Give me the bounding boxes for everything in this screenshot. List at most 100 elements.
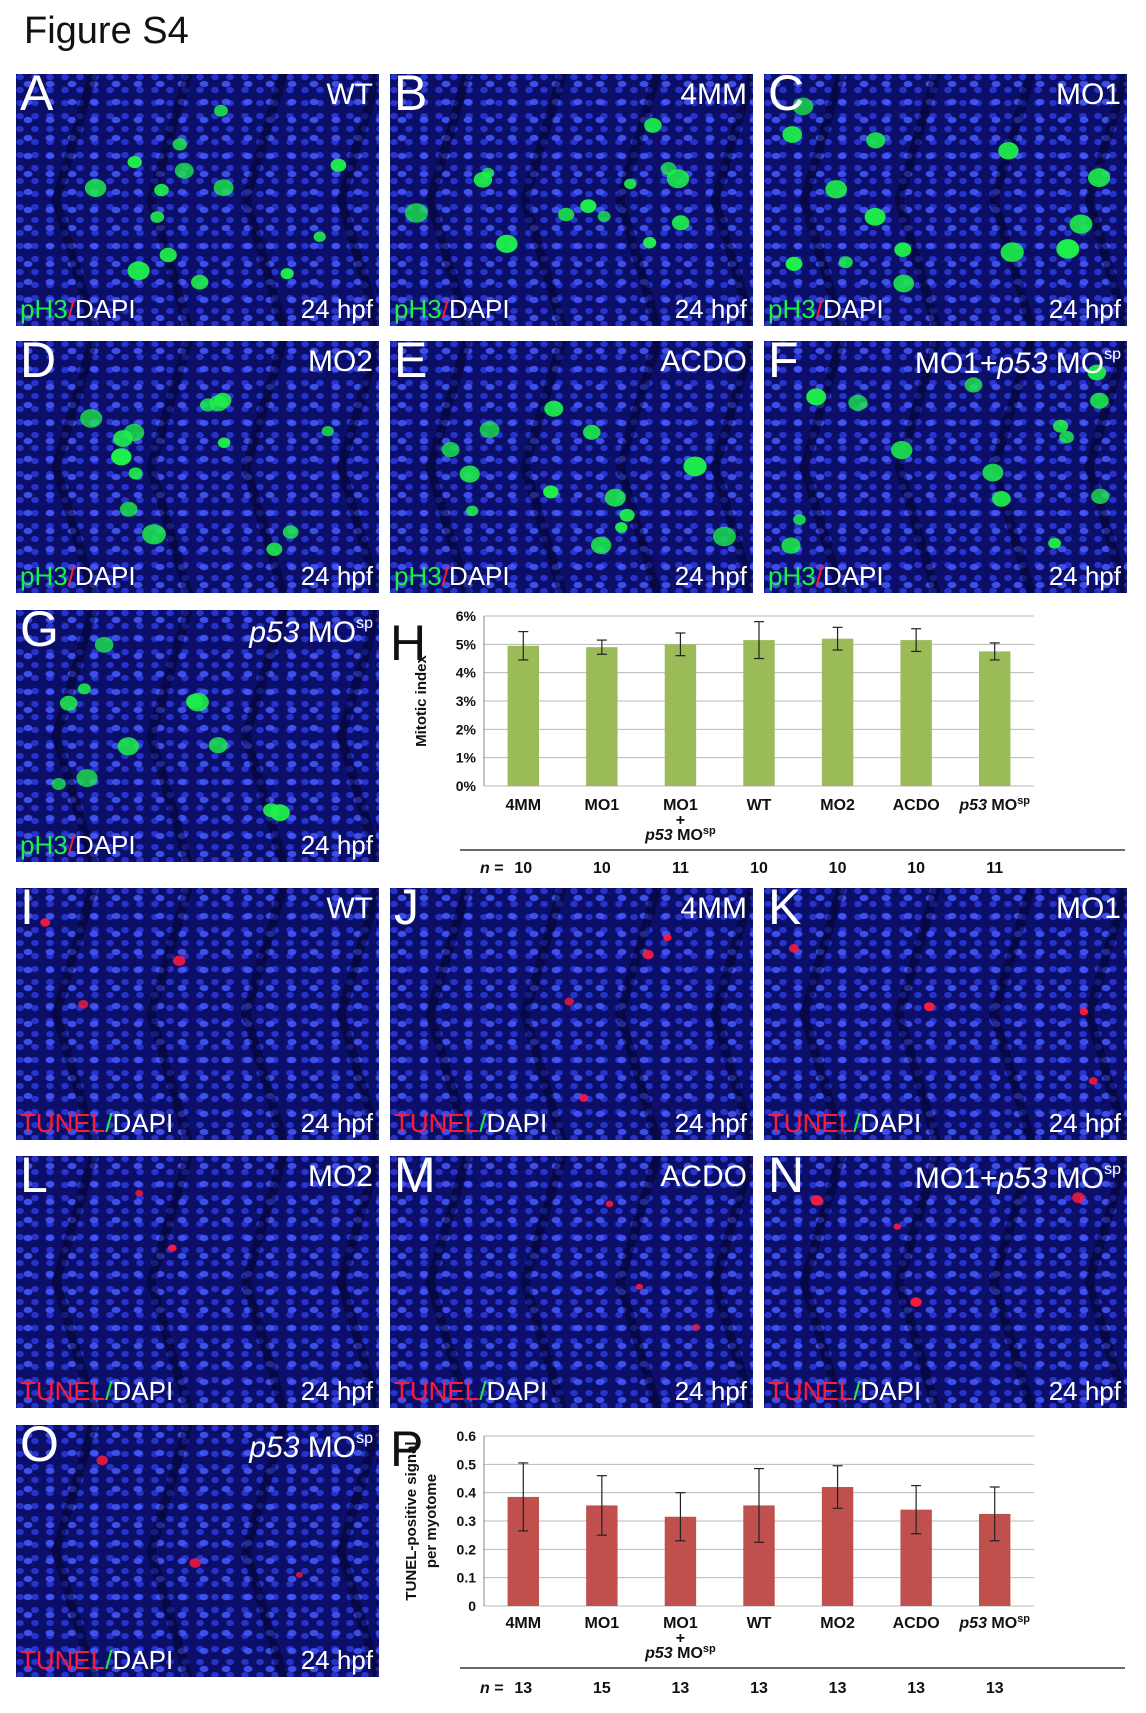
myotome-boundary [1084,1156,1127,1408]
stain-dapi-name: DAPI [112,1376,174,1406]
stain-label: TUNEL/DAPI [20,1378,173,1404]
myotome-boundary [241,888,288,1140]
myotome-boundary [336,610,379,862]
stain-dapi-name: DAPI [74,294,136,324]
myotome-boundary [146,74,193,326]
stain-separator: / [67,294,75,324]
ph3-positive-nucleus [891,441,913,460]
myotome-boundary [520,1156,567,1408]
ph3-positive-nucleus [51,778,66,790]
tunel-positive-nucleus [692,1324,701,1331]
ph3-positive-nucleus [825,180,847,199]
condition-label: ACDO [660,345,747,378]
ph3-positive-nucleus [1048,537,1061,549]
y-tick-label: 3% [456,693,477,709]
tunel-positive-nucleus [810,1195,823,1206]
panel-letter: O [20,1425,59,1472]
micrograph-image [799,1156,1127,1408]
ph3-positive-nucleus [782,126,802,143]
stain-label: TUNEL/DAPI [20,1647,173,1673]
ph3-positive-nucleus [479,421,500,439]
stain-dapi-name: DAPI [74,561,136,591]
myotome-boundary [894,341,941,593]
n-value: 10 [907,860,925,877]
stain-marker-name: pH3 [394,294,442,324]
myotome-boundary [336,1156,379,1408]
condition-label: 4MM [680,78,747,111]
bar [586,647,618,786]
tunel-positive-nucleus [96,1455,108,1466]
ph3-positive-nucleus [1090,392,1109,409]
ph3-positive-nucleus [84,178,107,198]
stain-label: pH3/DAPI [768,296,884,322]
ph3-positive-nucleus [671,215,690,231]
timepoint-label: 24 hpf [1048,1108,1121,1138]
n-value: 11 [986,860,1003,877]
myotome-boundary [1084,74,1127,326]
micrograph-image [51,1156,379,1408]
timepoint-label: 24 hpf [300,1108,373,1138]
stain-label: pH3/DAPI [394,563,510,589]
chart-h-mitotic-index: H 0% 1% 2% 3% 4% 5% 6% Mitotic index 4MM 10 MO1 10 M… [380,606,1130,878]
condition-label: MO2 [307,1160,373,1193]
micrograph-image [51,341,379,593]
y-tick-label: 0.4 [457,1485,477,1501]
micrograph-panel-k: K MO1 TUNEL/DAPI 24 hpf [764,888,1127,1140]
myotome-boundary [615,1156,662,1408]
stain-dapi-name: DAPI [486,1376,548,1406]
timepoint-label: 24 hpf [674,1376,747,1406]
ph3-positive-nucleus [282,525,299,539]
tunel-positive-nucleus [893,1223,902,1230]
ph3-positive-nucleus [543,485,559,499]
stain-separator: / [67,561,75,591]
ph3-positive-nucleus [150,211,165,223]
stain-marker-name: TUNEL [394,1108,480,1138]
stain-label: pH3/DAPI [20,563,136,589]
micrograph-image [40,888,379,1140]
myotome-boundary [336,888,379,1140]
y-tick-label: 0% [456,778,477,794]
n-value: 10 [514,860,532,877]
timepoint-label: 24 hpf [674,1108,747,1138]
panel-letter: G [20,610,59,657]
myotome-boundary [146,1156,193,1408]
chart-p-tunel-signal: P 0 0.1 0.2 0.3 0.4 0.5 0.6 TUNEL-positive sign… [380,1422,1130,1704]
ph3-positive-nucleus [615,522,628,533]
panel-letter: K [768,888,802,935]
timepoint-label: 24 hpf [300,830,373,860]
tunel-positive-nucleus [1088,1077,1098,1085]
timepoint-label: 24 hpf [1048,1376,1121,1406]
panel-letter: J [394,888,419,935]
panel-letter: D [20,341,57,388]
n-value: 10 [750,860,768,877]
micrograph-panel-i: I WT TUNEL/DAPI 24 hpf [16,888,379,1140]
myotome-boundary [799,341,846,593]
stain-marker-name: TUNEL [768,1376,854,1406]
ph3-positive-nucleus [174,162,194,179]
ph3-positive-nucleus [466,505,479,517]
stain-marker-name: pH3 [20,830,68,860]
ph3-positive-nucleus [263,803,280,818]
ph3-positive-nucleus [597,211,611,222]
ph3-positive-nucleus [806,388,827,406]
x-category-label: 4MM [506,797,542,814]
ph3-positive-nucleus [127,261,150,281]
stain-dapi-name: DAPI [860,1108,922,1138]
y-tick-label: 0.2 [457,1541,477,1557]
ph3-positive-nucleus [128,467,143,480]
myotome-boundary [336,341,379,593]
micrograph-image [788,888,1127,1140]
myotome-boundary [146,888,193,1140]
ph3-positive-nucleus [864,207,886,226]
micrograph-image [51,74,379,326]
x-category-label: + [676,812,685,829]
ph3-positive-nucleus [544,400,564,417]
y-tick-label: 6% [456,608,477,624]
stain-separator: / [105,1108,113,1138]
x-category-label: ACDO [893,1615,940,1632]
ph3-positive-nucleus [191,274,209,290]
ph3-positive-nucleus [123,423,145,442]
ph3-positive-nucleus [683,456,707,477]
micrograph-image [51,610,379,862]
ph3-positive-nucleus [781,537,801,554]
